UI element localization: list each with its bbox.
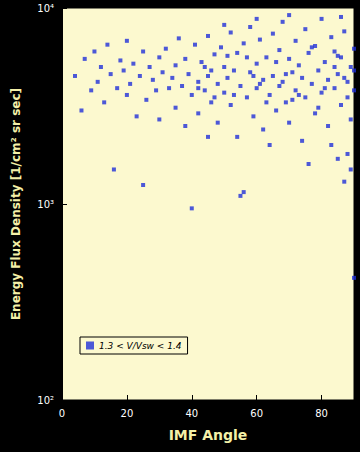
svg-text:1.3 < V/Vsw < 1.4: 1.3 < V/Vsw < 1.4 [99,341,182,351]
svg-text:20: 20 [121,408,134,419]
svg-text:10³: 10³ [37,199,54,210]
svg-text:80: 80 [315,408,328,419]
svg-text:10²: 10² [37,395,54,406]
svg-text:Energy Flux Density [1/cm² sr: Energy Flux Density [1/cm² sr sec] [9,88,23,320]
svg-text:IMF Angle: IMF Angle [169,427,248,443]
svg-text:60: 60 [250,408,263,419]
svg-text:40: 40 [185,408,198,419]
svg-text:0: 0 [59,408,65,419]
svg-text:10⁴: 10⁴ [37,3,54,14]
